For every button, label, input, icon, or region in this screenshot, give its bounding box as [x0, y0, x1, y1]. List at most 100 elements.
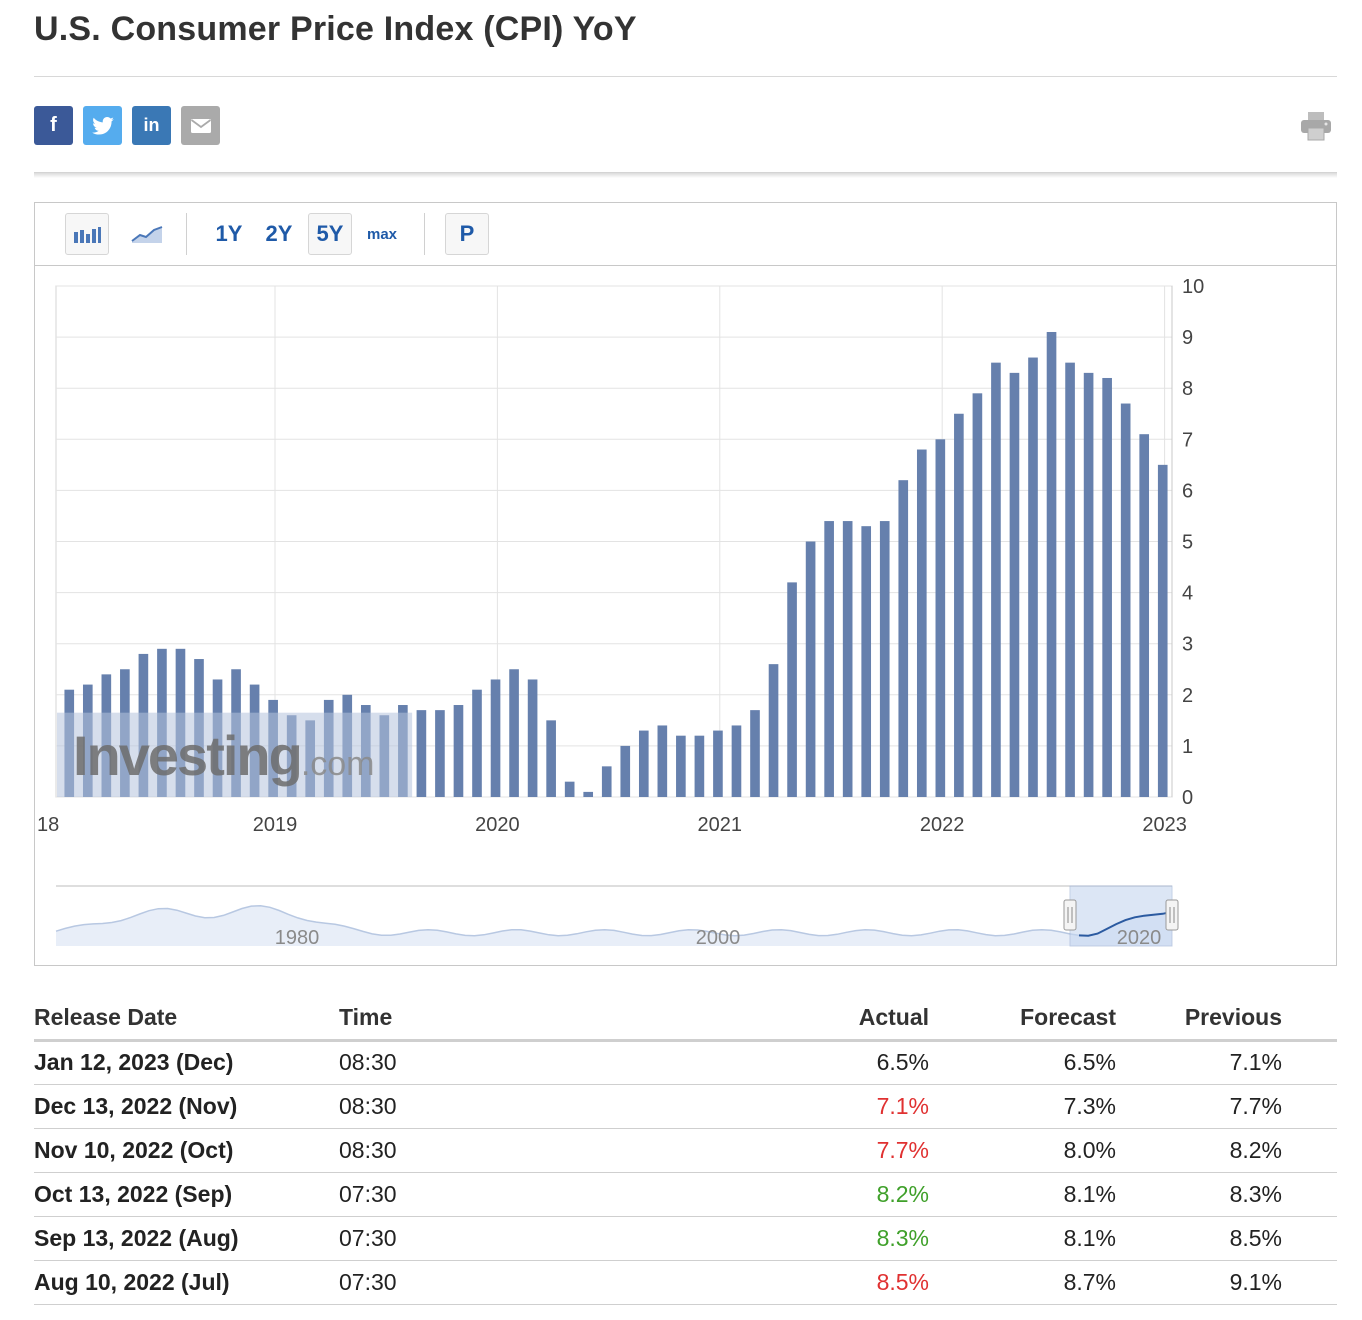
range-1y-button[interactable]: 1Y — [207, 213, 251, 255]
forecast-cell: 6.5% — [929, 1040, 1116, 1085]
chart-panel: 1Y 2Y 5Y max P 0 1 2 3 4 5 6 7 8 9 10 18 2019 2020 202… — [34, 202, 1337, 966]
y-tick-label: 8 — [1182, 378, 1193, 400]
row-spacer — [1282, 1040, 1337, 1085]
watermark-fade — [57, 712, 413, 797]
previous-cell: 8.3% — [1116, 1172, 1282, 1217]
twitter-share-button[interactable] — [83, 106, 122, 145]
header-shadow-divider — [34, 172, 1337, 178]
cpi-bar[interactable] — [601, 766, 612, 797]
y-tick-label: 10 — [1182, 276, 1204, 298]
area-chart-toggle[interactable] — [125, 213, 169, 255]
table-row: Oct 13, 2022 (Sep) 07:30 8.2% 8.1% 8.3% — [34, 1172, 1337, 1217]
header-release-date[interactable]: Release Date — [34, 996, 339, 1042]
cpi-bar[interactable] — [805, 541, 816, 798]
cpi-bar[interactable] — [694, 735, 705, 797]
navigator-handle[interactable] — [1063, 899, 1077, 931]
header-forecast[interactable]: Forecast — [929, 996, 1116, 1042]
cpi-bar[interactable] — [435, 710, 445, 797]
release-date-cell: Sep 13, 2022 (Aug) — [34, 1216, 339, 1261]
navigator-area — [56, 905, 1172, 946]
cpi-bar[interactable] — [1120, 403, 1131, 797]
release-date-cell: Aug 10, 2022 (Jul) — [34, 1260, 339, 1305]
cpi-bar[interactable] — [1028, 357, 1038, 797]
cpi-bar[interactable] — [898, 480, 909, 797]
range-5y-label: 5Y — [316, 221, 344, 246]
share-bar: f in — [34, 106, 220, 145]
p-button[interactable]: P — [445, 213, 489, 255]
title-divider — [34, 76, 1337, 77]
cpi-bar[interactable] — [1009, 372, 1020, 797]
cpi-bar[interactable] — [676, 735, 686, 797]
cpi-bar[interactable] — [620, 745, 631, 797]
x-tick-label: 2019 — [253, 814, 298, 836]
range-5y-button[interactable]: 5Y — [308, 213, 352, 255]
cpi-bar[interactable] — [1102, 377, 1112, 797]
envelope-icon — [190, 118, 211, 133]
email-share-button[interactable] — [181, 106, 220, 145]
cpi-bar[interactable] — [509, 669, 519, 797]
cpi-bar[interactable] — [879, 521, 890, 797]
cpi-bar[interactable] — [842, 521, 853, 797]
cpi-bar[interactable] — [638, 730, 649, 797]
cpi-bar[interactable] — [713, 730, 723, 797]
row-spacer — [1282, 1172, 1337, 1217]
cpi-bar[interactable] — [490, 679, 501, 797]
cpi-bar[interactable] — [564, 781, 575, 797]
header-previous[interactable]: Previous — [1116, 996, 1282, 1042]
x-tick-label: 2022 — [920, 814, 965, 836]
actual-cell: 7.1% — [699, 1084, 929, 1129]
cpi-bar[interactable] — [1065, 362, 1075, 797]
header-actual[interactable]: Actual — [699, 996, 929, 1042]
forecast-cell: 8.1% — [929, 1216, 1116, 1261]
navigator-handle[interactable] — [1165, 899, 1179, 931]
time-cell: 07:30 — [339, 1260, 699, 1305]
cpi-bar[interactable] — [824, 521, 834, 797]
y-tick-label: 4 — [1182, 583, 1193, 605]
previous-cell: 8.5% — [1116, 1216, 1282, 1261]
cpi-bar[interactable] — [935, 439, 946, 797]
printer-icon[interactable] — [1300, 111, 1332, 141]
facebook-share-button[interactable]: f — [34, 106, 73, 145]
area-chart-icon — [131, 226, 163, 243]
range-max-button[interactable]: max — [358, 213, 406, 255]
cpi-bar[interactable] — [731, 725, 742, 797]
cpi-bar[interactable] — [1083, 372, 1094, 797]
cpi-bar[interactable] — [750, 710, 760, 797]
cpi-bar[interactable] — [527, 679, 538, 797]
y-tick-label: 7 — [1182, 429, 1193, 451]
time-cell: 08:30 — [339, 1128, 699, 1173]
actual-cell: 8.5% — [699, 1260, 929, 1305]
cpi-bar[interactable] — [972, 393, 983, 797]
cpi-bar[interactable] — [472, 689, 482, 797]
row-spacer — [1282, 1084, 1337, 1129]
cpi-bar[interactable] — [416, 710, 427, 797]
range-2y-button[interactable]: 2Y — [257, 213, 301, 255]
cpi-bar[interactable] — [546, 720, 556, 797]
time-cell: 08:30 — [339, 1084, 699, 1129]
cpi-bar[interactable] — [861, 526, 872, 797]
cpi-bar[interactable] — [916, 449, 927, 797]
cpi-bar[interactable] — [991, 362, 1001, 797]
linkedin-share-button[interactable]: in — [132, 106, 171, 145]
header-spacer — [1282, 996, 1337, 1042]
toolbar-separator — [424, 213, 425, 255]
previous-cell: 8.2% — [1116, 1128, 1282, 1173]
table-row: Dec 13, 2022 (Nov) 08:30 7.1% 7.3% 7.7% — [34, 1084, 1337, 1129]
facebook-icon: f — [50, 114, 57, 136]
cpi-bar[interactable] — [1139, 434, 1150, 797]
table-row: Jan 12, 2023 (Dec) 08:30 6.5% 6.5% 7.1% — [34, 1040, 1337, 1085]
cpi-bar[interactable] — [453, 705, 464, 797]
cpi-bar[interactable] — [583, 791, 594, 797]
header-time[interactable]: Time — [339, 996, 699, 1042]
previous-cell: 9.1% — [1116, 1260, 1282, 1305]
bar-chart-toggle[interactable] — [65, 213, 109, 255]
actual-cell: 7.7% — [699, 1128, 929, 1173]
release-date-cell: Jan 12, 2023 (Dec) — [34, 1040, 339, 1085]
cpi-bar[interactable] — [1046, 331, 1057, 797]
cpi-bar[interactable] — [1157, 464, 1168, 797]
chart-toolbar: 1Y 2Y 5Y max P — [35, 203, 1336, 266]
cpi-bar[interactable] — [657, 725, 668, 797]
cpi-bar[interactable] — [768, 664, 779, 797]
cpi-bar[interactable] — [787, 582, 797, 797]
cpi-bar[interactable] — [954, 413, 964, 797]
